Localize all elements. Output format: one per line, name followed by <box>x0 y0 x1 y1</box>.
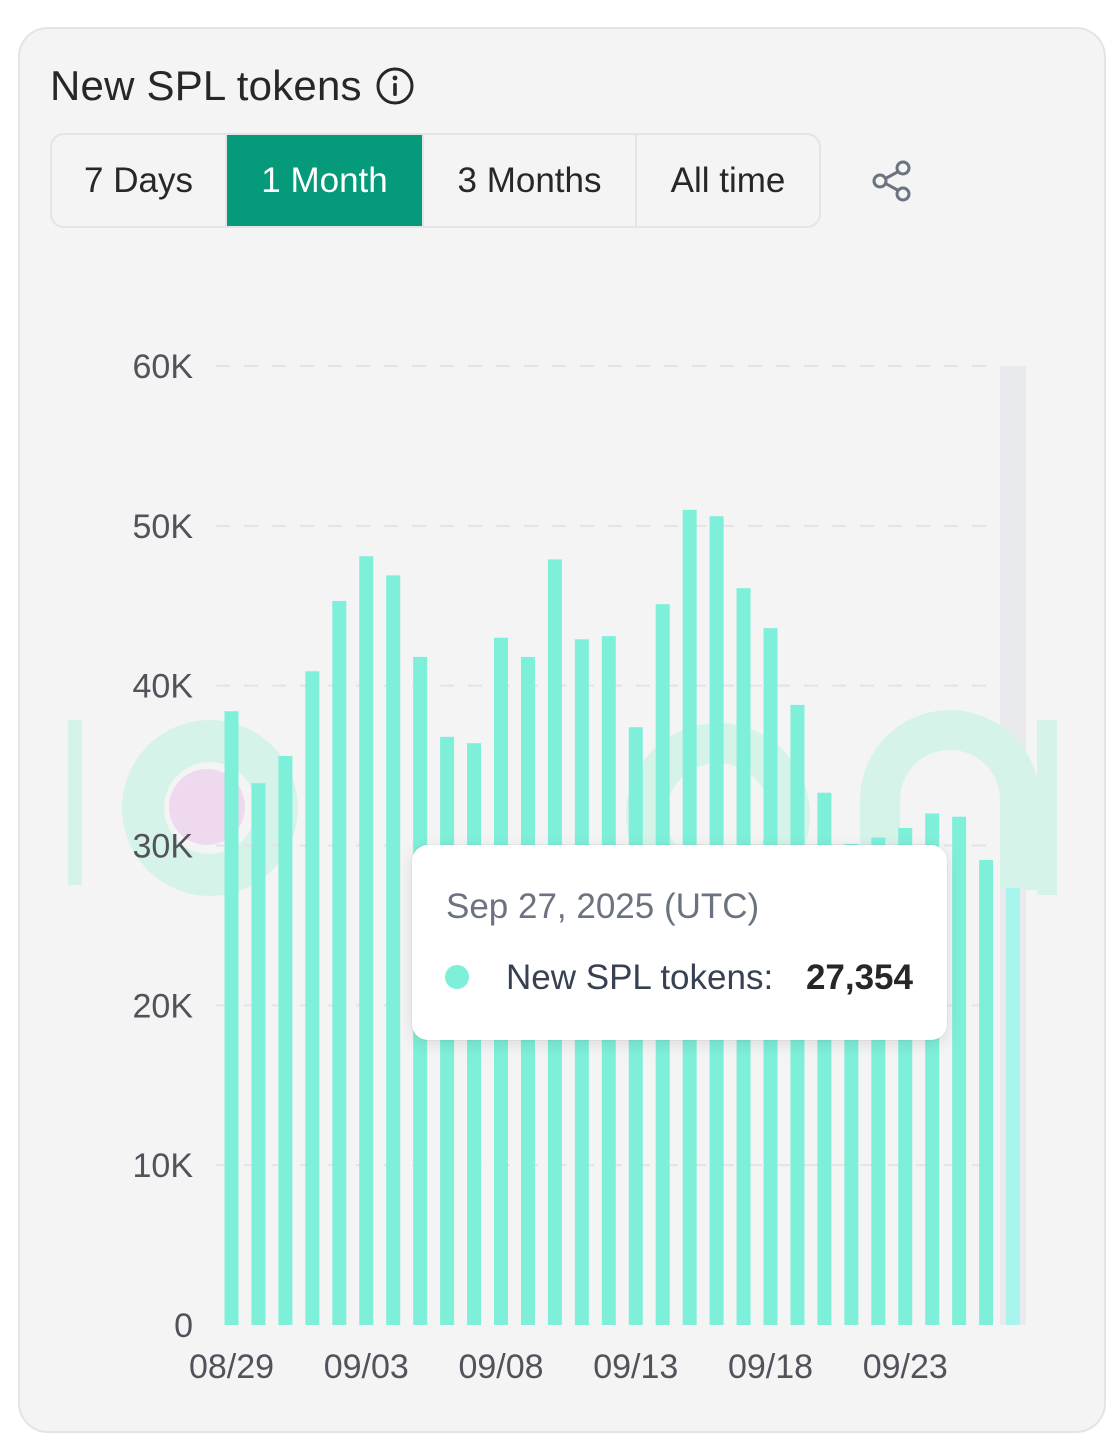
tab-7-days-label: 7 Days <box>84 160 193 200</box>
tooltip-series-label: New SPL tokens: <box>506 958 774 997</box>
bar-09-27[interactable] <box>1006 887 1021 1325</box>
x-tick-label: 09/18 <box>728 1348 813 1386</box>
bar-09-04[interactable] <box>386 575 401 1325</box>
tab-7-days[interactable]: 7 Days <box>52 135 225 226</box>
y-tick-label: 20K <box>133 987 194 1025</box>
y-tick-label: 40K <box>133 668 194 706</box>
x-tick-label: 09/23 <box>863 1348 948 1386</box>
tooltip-value: 27,354 <box>805 958 913 997</box>
bar-08-31[interactable] <box>278 755 293 1325</box>
chart-tooltip: Sep 27, 2025 (UTC) New SPL tokens: 27,35… <box>412 845 947 1040</box>
tab-1-month[interactable]: 1 Month <box>225 135 422 226</box>
x-tick-label: 08/29 <box>189 1348 274 1386</box>
y-tick-label: 60K <box>133 348 194 386</box>
y-tick-label: 30K <box>133 828 194 866</box>
tab-3-months-label: 3 Months <box>457 160 602 200</box>
time-range-tabs: 7 Days 1 Month 3 Months All time <box>50 133 821 228</box>
chart-title: New SPL tokens <box>50 62 362 109</box>
bar-09-01[interactable] <box>305 671 320 1325</box>
tooltip-series-dot <box>445 965 469 989</box>
title-row: New SPL tokens <box>50 62 416 110</box>
y-tick-label: 10K <box>133 1147 194 1185</box>
bar-09-02[interactable] <box>332 600 347 1325</box>
y-tick-label: 50K <box>133 508 194 546</box>
tab-all-time[interactable]: All time <box>635 135 819 226</box>
bar-08-30[interactable] <box>251 783 266 1325</box>
x-tick-label: 09/03 <box>324 1348 409 1386</box>
tooltip-date: Sep 27, 2025 (UTC) <box>446 887 760 926</box>
x-tick-label: 09/08 <box>458 1348 543 1386</box>
y-tick-label: 0 <box>174 1307 193 1345</box>
x-tick-label: 09/13 <box>593 1348 678 1386</box>
tab-3-months[interactable]: 3 Months <box>422 135 635 226</box>
share-icon[interactable] <box>868 157 916 205</box>
bar-08-29[interactable] <box>224 711 239 1325</box>
tab-1-month-label: 1 Month <box>261 160 388 200</box>
info-circle-icon[interactable] <box>374 65 416 107</box>
tab-all-time-label: All time <box>670 160 786 200</box>
bar-09-26[interactable] <box>979 859 994 1325</box>
bar-09-03[interactable] <box>359 556 374 1325</box>
bar-09-25[interactable] <box>952 816 967 1325</box>
